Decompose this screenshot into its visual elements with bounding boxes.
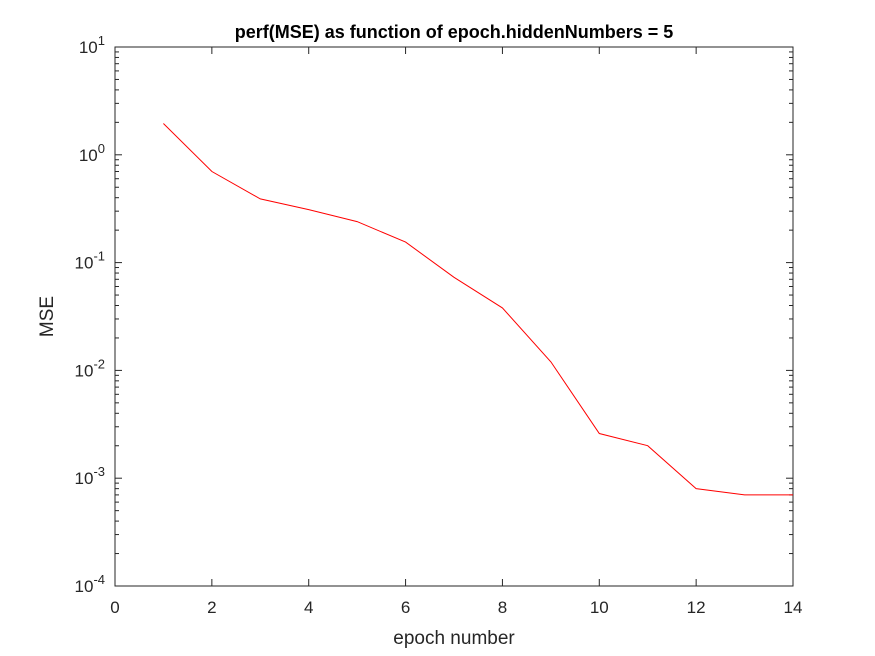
y-tick-label: 101 <box>79 33 105 57</box>
y-tick-label: 10-3 <box>75 464 105 488</box>
y-tick-label: 10-1 <box>75 249 105 273</box>
x-tick-label: 14 <box>784 598 803 617</box>
x-axis-title: epoch number <box>393 628 515 649</box>
axes-box <box>114 46 794 587</box>
chart-title: perf(MSE) as function of epoch.hiddenNum… <box>235 22 674 42</box>
x-tick-label: 0 <box>110 598 119 617</box>
x-tick-label: 6 <box>401 598 410 617</box>
y-tick-label: 10-2 <box>75 356 105 380</box>
ticks-layer: 0 2 4 6 8 10 12 14 10-4 10-3 10-2 10-1 100 101 <box>75 33 803 617</box>
x-tick-label: 10 <box>590 598 609 617</box>
x-tick-label: 12 <box>687 598 706 617</box>
y-axis-title: MSE <box>37 296 58 337</box>
y-tick-label: 100 <box>79 141 105 165</box>
series-line <box>163 123 793 496</box>
series-layer <box>163 123 793 496</box>
x-tick-label: 8 <box>498 598 507 617</box>
x-tick-label: 4 <box>304 598 313 617</box>
y-tick-label: 10-4 <box>75 572 105 596</box>
x-tick-label: 2 <box>207 598 216 617</box>
